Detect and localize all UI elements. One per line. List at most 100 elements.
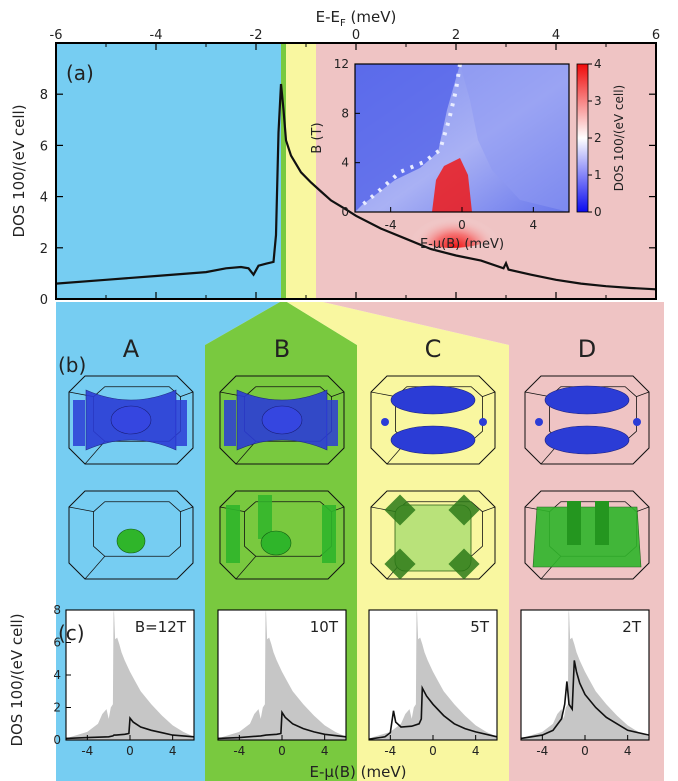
green-fermi-sheet-back <box>258 495 272 539</box>
green-fermi-sheet-left <box>226 505 240 563</box>
column-label-d: D <box>578 335 596 363</box>
brillouin-zone-link <box>68 506 94 512</box>
brillouin-zone-link <box>235 556 257 580</box>
region-band-b <box>281 43 286 299</box>
brillouin-zone-link <box>482 391 496 397</box>
inset-y-label: B (T) <box>310 122 325 153</box>
panel-a: -6 -4 -2 0 2 4 6 0 2 4 6 8 (a) E-EF (meV) DOS 100/(… <box>10 8 660 308</box>
y-tick-label: 0 <box>40 293 48 308</box>
brillouin-zone-edge <box>68 375 194 465</box>
y-tick-label: 4 <box>40 191 48 206</box>
brillouin-zone-edge <box>219 375 345 465</box>
field-x-tick-label: 0 <box>278 744 286 758</box>
panel-label-a: (a) <box>66 61 94 85</box>
field-x-tick-label: 0 <box>126 744 134 758</box>
panel-b: (b) A B C D <box>58 335 650 580</box>
brillouin-zone-link <box>636 506 650 512</box>
brillouin-zone-edge <box>68 490 194 580</box>
field-x-tick-label: -4 <box>384 744 396 758</box>
zero-field-dos-area <box>66 610 194 740</box>
blue-fermi-disc-upper <box>390 385 476 415</box>
field-x-tick-label: -4 <box>81 744 93 758</box>
brillouin-zone-link <box>84 556 106 580</box>
y-axis-label-c: DOS 100/(eV cell) <box>8 613 26 746</box>
inset-y-tick-label: 0 <box>341 205 349 219</box>
colorbar-tick-label: 0 <box>594 205 602 219</box>
top-x-tick-label: 2 <box>452 28 460 43</box>
y-tick-label: 8 <box>40 88 48 103</box>
inset-x-label: E-μ(B) (meV) <box>420 237 504 252</box>
field-x-tick-label: 4 <box>472 744 480 758</box>
brillouin-zone-edge <box>219 490 345 580</box>
brillouin-zone-edge <box>524 375 650 465</box>
green-fermi-corner <box>384 494 416 526</box>
brillouin-zone-link <box>331 391 345 397</box>
field-x-tick-label: -4 <box>233 744 245 758</box>
brillouin-zone-link <box>636 391 650 397</box>
green-fermi-corner <box>384 548 416 580</box>
heatmap-ridge <box>358 63 462 209</box>
inset-x-tick-label: 0 <box>458 218 466 232</box>
zero-field-dos-area <box>369 610 497 740</box>
brillouin-zone-link <box>524 391 550 397</box>
brillouin-zone-link <box>482 506 496 512</box>
brillouin-zone-link <box>84 441 106 465</box>
field-label: B=12T <box>135 618 187 636</box>
field-label: 10T <box>310 618 339 636</box>
top-x-axis-label: E-EF (meV) <box>316 8 397 29</box>
brillouin-zone-link <box>180 506 194 512</box>
inset-y-tick-label: 4 <box>341 156 349 170</box>
inset-y-tick-label: 12 <box>334 57 349 71</box>
x-axis-label-c: E-μ(B) (meV) <box>309 763 406 781</box>
green-fermi-corner <box>448 548 480 580</box>
heatmap-mid-region <box>460 64 569 212</box>
inset-axes: -4 0 4 0 4 8 12 <box>334 57 537 232</box>
blue-fermi-flap-right <box>326 400 338 446</box>
green-fermi-pocket <box>260 530 292 556</box>
y-tick-label: 6 <box>40 139 48 154</box>
field-y-tick-label: 0 <box>53 733 61 747</box>
brillouin-zone-link <box>370 391 396 397</box>
field-x-tick-label: 4 <box>624 744 632 758</box>
y-axis-label-a: DOS 100/(eV cell) <box>10 104 28 237</box>
inset-x-tick-label: 4 <box>530 218 538 232</box>
brillouin-zone-link <box>235 441 257 465</box>
colorbar-label: DOS 100/(eV cell) <box>612 85 626 191</box>
brillouin-zone-edge <box>370 490 496 580</box>
top-x-tick-label: -6 <box>50 28 63 43</box>
column-label-a: A <box>123 335 140 363</box>
field-x-tick-label: 0 <box>429 744 437 758</box>
field-x-tick-label: 0 <box>581 744 589 758</box>
top-x-tick-label: -2 <box>250 28 263 43</box>
column-label-b: B <box>274 335 290 363</box>
region-band-a <box>56 43 281 299</box>
field-dos-curve <box>217 709 347 740</box>
fermi-surfaces <box>68 375 650 580</box>
field-label: 2T <box>622 618 642 636</box>
blue-fermi-disc-lower <box>544 425 630 455</box>
column-label-c: C <box>425 335 442 363</box>
colorbar-tick-label: 4 <box>594 57 602 71</box>
zero-field-dos-area <box>521 610 649 740</box>
panel-label-c: (c) <box>58 621 85 645</box>
field-y-tick-label: 2 <box>53 701 61 715</box>
top-x-tick-label: -4 <box>150 28 163 43</box>
blue-fermi-pocket <box>261 405 303 435</box>
field-x-tick-label: 4 <box>321 744 329 758</box>
panel-c: B=12T -4 0 4 0 2 4 6 8 10T -4 0 4 5T -4 0 4 2T -4 0 4 (c) DO… <box>8 603 650 781</box>
colorbar-tick-label: 2 <box>594 131 602 145</box>
heatmap-peak <box>432 158 472 212</box>
dos-curve <box>55 83 657 291</box>
zero-field-dos-area <box>218 610 346 740</box>
green-fermi-sheet-right <box>322 505 336 563</box>
blue-fermi-disc-upper <box>544 385 630 415</box>
blue-fermi-dot <box>633 418 641 426</box>
brillouin-zone-edge <box>370 375 496 465</box>
colorbar-tick-label: 1 <box>594 168 602 182</box>
green-fermi-sheet <box>532 506 642 568</box>
field-x-tick-label: 4 <box>169 744 177 758</box>
inset-x-tick-label: -4 <box>385 218 397 232</box>
blue-fermi-dot <box>381 418 389 426</box>
